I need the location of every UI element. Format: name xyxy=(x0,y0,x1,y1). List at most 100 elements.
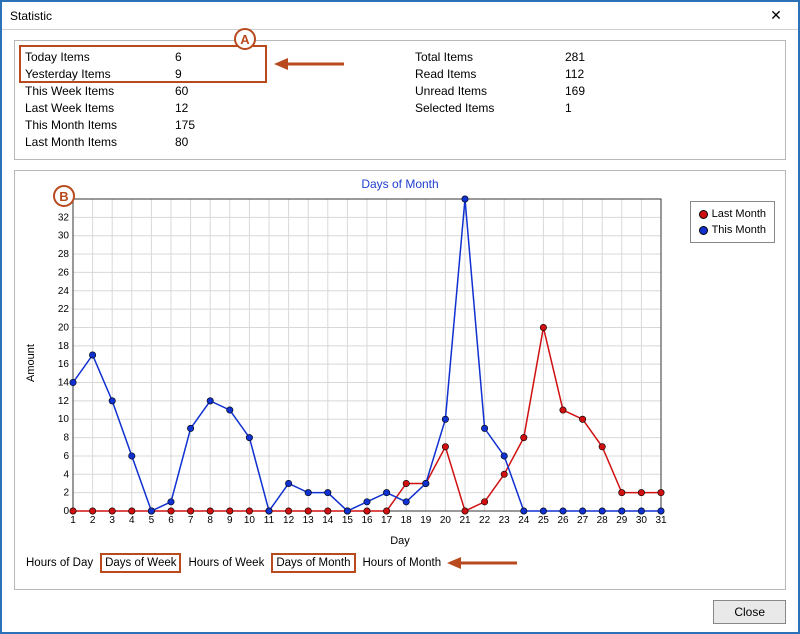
stats-right-col: Total Items281Read Items112Unread Items1… xyxy=(415,49,775,151)
svg-text:12: 12 xyxy=(283,515,295,526)
stats-value: 9 xyxy=(175,66,235,83)
stats-row: Unread Items169 xyxy=(415,83,775,100)
svg-text:10: 10 xyxy=(244,515,256,526)
stats-row: Read Items112 xyxy=(415,66,775,83)
svg-text:10: 10 xyxy=(58,414,70,425)
stats-value: 281 xyxy=(565,49,625,66)
svg-text:22: 22 xyxy=(58,304,70,315)
stats-label: Today Items xyxy=(25,49,175,66)
svg-text:8: 8 xyxy=(207,515,213,526)
svg-text:20: 20 xyxy=(58,322,70,333)
legend-label: This Month xyxy=(712,222,766,238)
svg-text:22: 22 xyxy=(479,515,491,526)
svg-text:28: 28 xyxy=(597,515,609,526)
stats-value: 6 xyxy=(175,49,235,66)
stats-row: Last Week Items12 xyxy=(25,100,385,117)
stats-label: Read Items xyxy=(415,66,565,83)
svg-text:27: 27 xyxy=(577,515,589,526)
svg-text:5: 5 xyxy=(149,515,155,526)
svg-text:0: 0 xyxy=(63,506,69,517)
svg-text:23: 23 xyxy=(499,515,511,526)
stats-row: Yesterday Items9 xyxy=(25,66,385,83)
svg-text:24: 24 xyxy=(518,515,530,526)
svg-text:17: 17 xyxy=(381,515,393,526)
svg-text:18: 18 xyxy=(58,341,70,352)
stats-row: Last Month Items80 xyxy=(25,134,385,151)
tab-days-of-month[interactable]: Days of Month xyxy=(273,555,353,571)
legend: Last MonthThis Month xyxy=(690,201,775,243)
plot: 0246810121416182022242628303234123456789… xyxy=(39,193,777,533)
legend-dot-icon xyxy=(699,210,708,219)
stats-value: 169 xyxy=(565,83,625,100)
chart-area: Amount 024681012141618202224262830323412… xyxy=(23,193,777,533)
svg-text:9: 9 xyxy=(227,515,233,526)
svg-text:21: 21 xyxy=(459,515,471,526)
stats-row: Today Items6 xyxy=(25,49,385,66)
tab-hours-of-day[interactable]: Hours of Day xyxy=(23,555,96,571)
arrow-tabs xyxy=(447,553,517,573)
x-axis-label: Day xyxy=(23,535,777,547)
legend-row: Last Month xyxy=(699,206,766,222)
stats-label: Last Week Items xyxy=(25,100,175,117)
stats-value: 1 xyxy=(565,100,625,117)
svg-text:19: 19 xyxy=(420,515,432,526)
svg-text:24: 24 xyxy=(58,286,70,297)
legend-dot-icon xyxy=(699,226,708,235)
stats-left-col: Today Items6Yesterday Items9This Week It… xyxy=(25,49,385,151)
tab-hours-of-month[interactable]: Hours of Month xyxy=(360,555,445,571)
svg-text:18: 18 xyxy=(401,515,413,526)
legend-row: This Month xyxy=(699,222,766,238)
svg-text:2: 2 xyxy=(90,515,96,526)
stats-value: 12 xyxy=(175,100,235,117)
legend-label: Last Month xyxy=(712,206,766,222)
svg-text:14: 14 xyxy=(58,378,70,389)
svg-text:13: 13 xyxy=(303,515,315,526)
stats-row: This Month Items175 xyxy=(25,117,385,134)
stats-label: Last Month Items xyxy=(25,134,175,151)
stats-row: This Week Items60 xyxy=(25,83,385,100)
svg-text:4: 4 xyxy=(63,469,69,480)
svg-text:16: 16 xyxy=(361,515,373,526)
window: Statistic ✕ A Today Items6Yesterday Item… xyxy=(0,0,800,634)
stats-panel: Today Items6Yesterday Items9This Week It… xyxy=(14,40,786,160)
stats-value: 175 xyxy=(175,117,235,134)
svg-text:32: 32 xyxy=(58,212,70,223)
svg-text:12: 12 xyxy=(58,396,70,407)
svg-text:28: 28 xyxy=(58,249,70,260)
stats-value: 80 xyxy=(175,134,235,151)
svg-text:29: 29 xyxy=(616,515,628,526)
svg-text:1: 1 xyxy=(70,515,76,526)
stats-row: Selected Items1 xyxy=(415,100,775,117)
stats-label: Yesterday Items xyxy=(25,66,175,83)
chart-panel: B Days of Month Amount 02468101214161820… xyxy=(14,170,786,590)
button-row: Close xyxy=(14,600,786,624)
chart-svg: 0246810121416182022242628303234123456789… xyxy=(39,193,669,533)
content: A Today Items6Yesterday Items9This Week … xyxy=(2,30,798,632)
titlebar: Statistic ✕ xyxy=(2,2,798,30)
svg-text:30: 30 xyxy=(58,231,70,242)
stats-label: This Month Items xyxy=(25,117,175,134)
svg-text:6: 6 xyxy=(168,515,174,526)
svg-text:20: 20 xyxy=(440,515,452,526)
close-button[interactable]: Close xyxy=(713,600,786,624)
close-icon[interactable]: ✕ xyxy=(762,7,790,24)
svg-text:14: 14 xyxy=(322,515,334,526)
svg-text:6: 6 xyxy=(63,451,69,462)
stats-value: 60 xyxy=(175,83,235,100)
svg-text:31: 31 xyxy=(655,515,667,526)
svg-text:11: 11 xyxy=(264,515,275,526)
tab-hours-of-week[interactable]: Hours of Week xyxy=(185,555,267,571)
svg-text:4: 4 xyxy=(129,515,135,526)
tabs-row: Hours of Day Days of Week Hours of Week Day… xyxy=(23,555,777,571)
stats-label: Total Items xyxy=(415,49,565,66)
tab-days-of-week[interactable]: Days of Week xyxy=(102,555,179,571)
svg-text:2: 2 xyxy=(63,488,69,499)
svg-text:25: 25 xyxy=(538,515,550,526)
svg-text:16: 16 xyxy=(58,359,70,370)
svg-text:30: 30 xyxy=(636,515,648,526)
y-axis-label: Amount xyxy=(23,193,39,533)
stats-label: This Week Items xyxy=(25,83,175,100)
stats-label: Unread Items xyxy=(415,83,565,100)
svg-text:26: 26 xyxy=(58,267,70,278)
svg-text:26: 26 xyxy=(557,515,569,526)
